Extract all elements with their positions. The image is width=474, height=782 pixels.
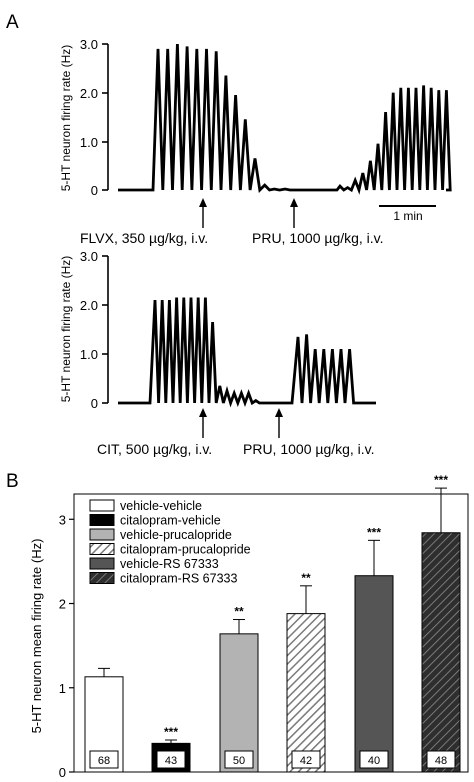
legend-swatch [89, 557, 115, 570]
bar-chart: 5-HT neuron mean firing rate (Hz) 0 1 2 3 6… [29, 473, 469, 780]
legend-label: vehicle-vehicle [120, 499, 202, 513]
n-label: 40 [368, 755, 380, 767]
significance-label: *** [164, 725, 178, 739]
n-label-box [156, 750, 186, 769]
n-label: 48 [435, 755, 447, 767]
bottom-trace-tick-1: 1.0 [80, 347, 98, 362]
legend-label: citalopram-RS 67333 [120, 572, 237, 586]
bar-vehicle-prucalopride [219, 633, 259, 773]
n-label-box [291, 750, 321, 769]
bar-y-tick-label: 1 [59, 681, 66, 696]
bottom-trace-tick-3: 3.0 [80, 249, 98, 264]
legend-swatch [89, 543, 115, 555]
bottom-firing-trace [118, 297, 376, 408]
legend-label: citalopram-prucalopride [120, 543, 251, 557]
n-label-box [359, 750, 389, 769]
panel-b-label: B [6, 471, 19, 492]
n-label-box [426, 750, 456, 769]
significance-label: ** [234, 605, 244, 619]
bar-y-tick-label: 3 [59, 512, 66, 527]
significance-label: ** [301, 571, 311, 585]
bar-citalopram-rs-67333 [421, 532, 461, 773]
top-trace-y-axis-label: 5-HT neuron firing rate (Hz) [59, 45, 73, 192]
bottom-trace-tick-0: 0 [91, 396, 98, 411]
scale-bar-label: 1 min [393, 209, 422, 223]
bar-chart-frame [73, 493, 469, 773]
legend-swatch [89, 514, 115, 526]
n-label: 68 [98, 755, 110, 767]
bottom-trace-y-axis-label: 5-HT neuron firing rate (Hz) [59, 256, 73, 403]
pru-annotation-bottom: PRU, 1000 µg/kg, i.v. [243, 441, 375, 457]
top-trace-tick-3: 3.0 [80, 37, 98, 52]
bar-y-tick-label: 2 [59, 597, 66, 612]
flvx-annotation: FLVX, 350 µg/kg, i.v. [80, 230, 208, 246]
n-label: 50 [233, 755, 245, 767]
bottom-trace-tick-2: 2.0 [80, 298, 98, 313]
bar-citalopram-prucalopride [286, 613, 326, 773]
bar-vehicle-rs-67333 [354, 575, 394, 773]
top-trace-tick-2: 2.0 [80, 86, 98, 101]
significance-label: *** [434, 473, 448, 487]
legend-label: vehicle-RS 67333 [120, 557, 219, 571]
legend-label: vehicle-prucalopride [120, 528, 232, 542]
bottom-trace-chart: 5-HT neuron firing rate (Hz) 3.0 2.0 1.0… [59, 249, 376, 457]
top-trace-tick-1: 1.0 [80, 135, 98, 150]
legend-swatch [89, 572, 115, 584]
bar-y-tick-label: 0 [59, 765, 66, 780]
bar-chart-y-axis-label: 5-HT neuron mean firing rate (Hz) [29, 539, 44, 734]
top-firing-trace [118, 43, 452, 195]
legend-swatch [89, 528, 115, 541]
n-label-box [224, 750, 254, 769]
panel-a-label: A [6, 12, 19, 33]
pru-annotation-top: PRU, 1000 µg/kg, i.v. [252, 230, 384, 246]
top-trace-chart: 5-HT neuron firing rate (Hz) 3.0 2.0 1.0… [59, 37, 452, 246]
top-trace-tick-0: 0 [91, 183, 98, 198]
bar-chart-legend: vehicle-vehiclecitalopram-vehiclevehicle… [89, 499, 251, 586]
legend-swatch [89, 499, 115, 512]
n-label-box [89, 750, 119, 769]
significance-label: *** [367, 525, 381, 539]
n-label: 43 [165, 755, 177, 767]
cit-annotation: CIT, 500 µg/kg, i.v. [97, 441, 212, 457]
legend-label: citalopram-vehicle [120, 514, 221, 528]
n-label: 42 [300, 755, 312, 767]
